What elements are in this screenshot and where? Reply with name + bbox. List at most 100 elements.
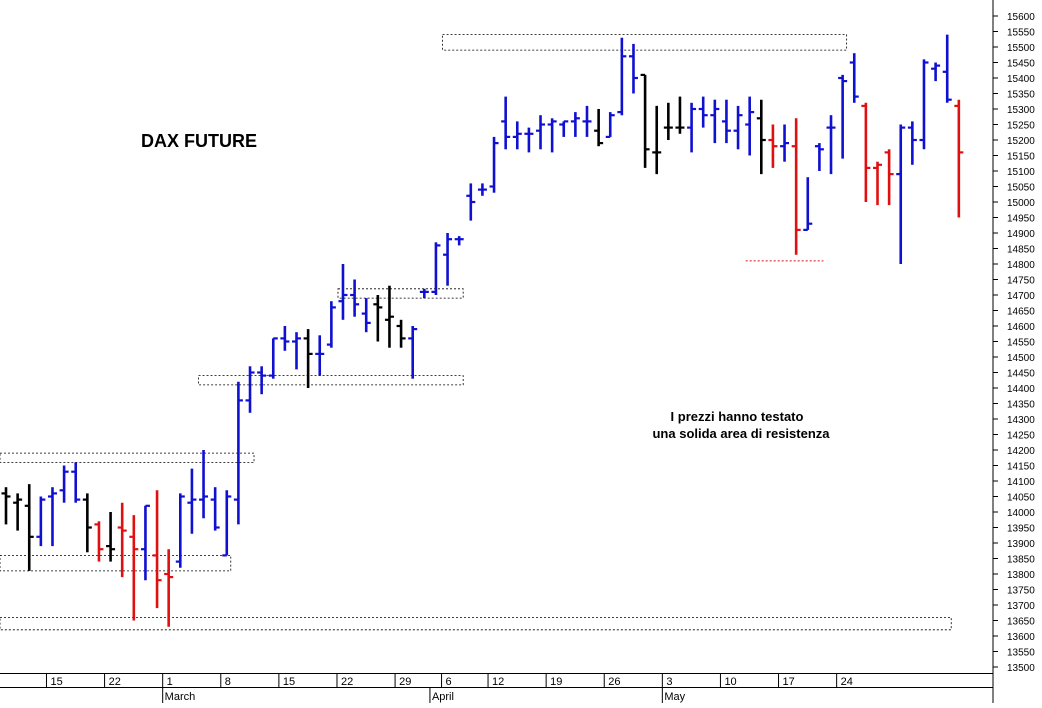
- y-tick-label: 15600: [1007, 12, 1035, 23]
- ohlc-bar: [408, 326, 418, 379]
- axes: [0, 0, 994, 703]
- ohlc-bar: [152, 490, 162, 609]
- x-tick-label: 22: [341, 676, 353, 688]
- ohlc-bar: [698, 96, 708, 128]
- month-label: March: [165, 691, 196, 703]
- ohlc-bar: [919, 59, 929, 150]
- y-tick-label: 13650: [1007, 617, 1035, 628]
- ohlc-bar: [570, 112, 580, 137]
- y-tick-label: 13750: [1007, 586, 1035, 597]
- ohlc-bar: [303, 329, 313, 388]
- ohlc-bar: [524, 127, 534, 153]
- y-tick-label: 13550: [1007, 648, 1035, 659]
- y-tick-label: 15400: [1007, 74, 1035, 85]
- x-tick-label: 12: [492, 676, 504, 688]
- y-tick-label: 13900: [1007, 539, 1035, 550]
- ohlc-bar: [745, 96, 755, 156]
- y-tick-label: 14350: [1007, 400, 1035, 411]
- resistance-zones: [0, 34, 952, 631]
- ohlc-bar: [315, 335, 325, 376]
- y-tick-label: 15550: [1007, 28, 1035, 39]
- month-labels: March April May: [162, 687, 686, 703]
- ohlc-bar: [814, 143, 824, 171]
- y-tick-label: 14400: [1007, 384, 1035, 395]
- y-tick-label: 14900: [1007, 229, 1035, 240]
- ohlc-bar: [431, 242, 441, 295]
- y-tick-label: 14600: [1007, 322, 1035, 333]
- x-tick-label: 1: [167, 676, 173, 688]
- ohlc-bar: [245, 366, 255, 413]
- ohlc-bar: [733, 105, 743, 150]
- ohlc-bar: [1, 487, 11, 525]
- ohlc-bar: [338, 264, 348, 320]
- ohlc-bar: [280, 326, 290, 351]
- ohlc-bar: [233, 381, 243, 525]
- ohlc-bar: [675, 96, 685, 134]
- resistance-zone: [198, 375, 464, 386]
- ohlc-bar: [710, 99, 720, 144]
- ohlc-bar: [443, 233, 453, 286]
- annotation-line-2: una solida area di resistenza: [652, 426, 830, 441]
- ohlc-bar: [652, 105, 662, 175]
- ohlc-bar: [559, 120, 569, 137]
- ohlc-bar: [140, 504, 150, 581]
- y-tick-label: 14000: [1007, 508, 1035, 519]
- x-axis-ticks: 15 22 1 8 15 22 29 6 12 19 26 3 10 17 24: [45, 673, 853, 688]
- ohlc-bar: [59, 465, 69, 503]
- ohlc-bar: [489, 136, 499, 193]
- ohlc-bar: [396, 319, 406, 348]
- ohlc-bar: [94, 521, 104, 562]
- y-tick-label: 14700: [1007, 291, 1035, 302]
- ohlc-bar: [466, 183, 476, 221]
- y-tick-label: 15350: [1007, 90, 1035, 101]
- ohlc-bar: [268, 337, 278, 379]
- ohlc-bar: [931, 62, 941, 82]
- ohlc-bar: [36, 496, 46, 547]
- ohlc-bar: [803, 177, 813, 231]
- ohlc-bar: [361, 298, 371, 333]
- chart-title: DAX FUTURE: [141, 131, 257, 151]
- x-tick-label: 24: [841, 676, 853, 688]
- ohlc-bar: [210, 487, 220, 531]
- y-tick-label: 14800: [1007, 260, 1035, 271]
- x-tick-label: 19: [550, 676, 562, 688]
- y-tick-label: 14050: [1007, 493, 1035, 504]
- y-tick-label: 15000: [1007, 198, 1035, 209]
- ohlc-bar: [896, 124, 906, 264]
- y-tick-label: 15450: [1007, 59, 1035, 70]
- ohlc-bar: [838, 74, 848, 159]
- x-tick-label: 8: [225, 676, 231, 688]
- x-tick-label: 22: [109, 676, 121, 688]
- ohlc-bar: [373, 295, 383, 342]
- x-tick-label: 10: [724, 676, 736, 688]
- y-tick-label: 14200: [1007, 446, 1035, 457]
- y-axis-ticks: 13500 13550 13600 13650 13700 13750 13800 13850…: [993, 12, 1035, 674]
- ohlc-bar: [791, 118, 801, 255]
- resistance-zone: [442, 34, 848, 51]
- y-tick-label: 15300: [1007, 105, 1035, 116]
- ohlc-bar: [780, 124, 790, 162]
- ohlc-bar: [13, 493, 23, 531]
- month-label: May: [664, 691, 685, 703]
- y-tick-label: 14750: [1007, 276, 1035, 287]
- ohlc-bar: [326, 301, 336, 348]
- month-label: April: [432, 691, 454, 703]
- ohlc-bar: [873, 161, 882, 206]
- y-tick-label: 14150: [1007, 462, 1035, 473]
- y-tick-label: 13950: [1007, 524, 1035, 535]
- ohlc-bar: [501, 96, 511, 150]
- ohlc-bar: [454, 236, 464, 246]
- ohlc-bar: [419, 288, 429, 299]
- ohlc-bar: [687, 102, 697, 153]
- price-bars: [1, 34, 964, 627]
- ohlc-bar: [71, 462, 81, 503]
- ohlc-bar: [768, 124, 778, 168]
- ohlc-bar: [292, 332, 301, 370]
- ohlc-bar: [350, 279, 360, 317]
- y-tick-label: 14850: [1007, 245, 1035, 256]
- ohlc-bar: [106, 512, 116, 562]
- resistance-zone: [0, 555, 232, 572]
